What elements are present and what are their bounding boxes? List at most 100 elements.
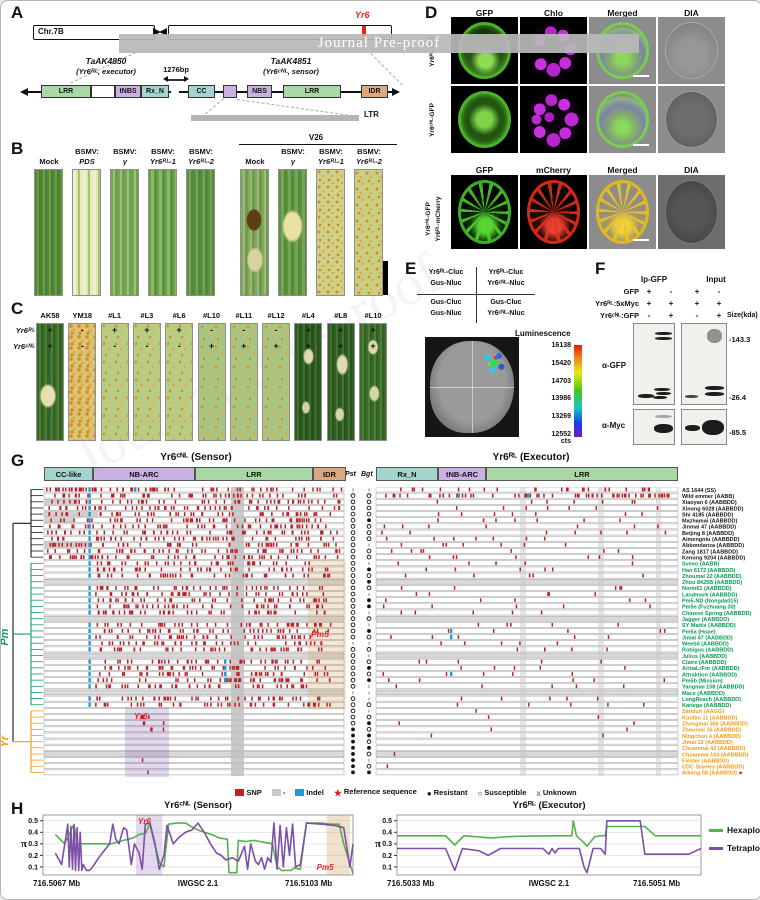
svg-text:ArinaLrFor (AABBDD): ArinaLrFor (AABBDD) [682,666,740,672]
svg-text:x: x [368,696,371,702]
micrograph-col-header: DIA [684,165,699,175]
micrograph-dia [658,17,725,84]
legend-item-star: ★ Reference sequence [334,787,417,798]
intergenic-arrow [166,79,186,81]
micrograph-row-label: Yr6ᶜᴺᴸ-GFP [425,202,432,236]
y-axis-label: π [374,838,382,850]
x-axis-left-label: 716.5067 Mb [33,879,81,888]
svg-text:Fielder (AABBDD): Fielder (AABBDD) [682,758,729,764]
svg-text:Sanduri (AAGG): Sanduri (AAGG) [682,709,724,715]
svg-text:Xinong 6028 (AABBDD): Xinong 6028 (AABBDD) [682,506,744,512]
micro-scalebar [633,144,649,146]
chromosome-name: Chr.7B [38,27,64,36]
leaf-image [186,169,215,296]
svg-text:Claire (AABBDD): Claire (AABBDD) [682,660,726,666]
genotype-rl-sign: + [305,325,312,335]
quadrant-construct-2: Gus-Nluc [430,280,462,287]
svg-text:SY Mattis (AABBDD): SY Mattis (AABBDD) [682,623,736,629]
quadrant-construct-1: Yr6ᴿᴸ-Cluc [428,269,464,276]
coip-sign: - [695,311,699,320]
panel-g-label: G [11,451,25,470]
svg-text:Abbondanza (AABBDD): Abbondanza (AABBDD) [682,543,744,549]
yr6-highlight-label: Yr6 [134,711,148,721]
genotype-rl-sign: - [274,325,278,335]
svg-text:Mace (AABBDD): Mace (AABBDD) [682,691,725,697]
genotype-rl-sign: - [242,325,246,335]
micrograph-col-header: DIA [684,8,699,18]
luminescence-colorbar [574,345,582,437]
leaf-label-line1: BSMV: [113,147,137,156]
protein-band [654,424,673,433]
svg-text:x: x [368,758,371,764]
colorbar-tick-value: 13986 [551,395,571,403]
micrograph-row-label: Yr6ᶜᴺᴸ-GFP [429,103,436,137]
protein-band [653,396,667,399]
leaf-name: #L1 [108,311,122,320]
leaf-label-line1: BSMV: [319,147,343,156]
leaf-name: #L11 [235,311,253,320]
svg-text:x: x [368,610,371,616]
panel-b-scalebar [383,261,388,295]
colorbar-tick-value: 13269 [551,413,571,421]
leaf-image [148,169,177,296]
leaf-image [294,323,323,441]
size-kda-label: Size(kda) [727,312,758,319]
svg-text:0.1: 0.1 [382,864,392,871]
genotype-rl-sign: + [47,325,53,335]
executor-domain-tnbarc: tNB-ARC [438,467,486,481]
svg-text:Pm5b (Mission): Pm5b (Mission) [682,678,723,684]
panel-d-label: D [425,3,438,22]
leaf-image [110,169,139,296]
leaf-image [354,169,383,296]
protein-band [705,392,724,396]
svg-text:Kuofan 11 (AABBDD): Kuofan 11 (AABBDD) [682,715,737,721]
svg-text:Beijing 8 (AABBDD): Beijing 8 (AABBDD) [682,531,734,537]
svg-text:Han 6172 (AABBDD): Han 6172 (AABBDD) [682,568,735,574]
svg-text:x: x [352,690,355,696]
gene2-subtitle: (Yr6ᶜᴺᴸ, sensor) [263,67,319,76]
leaf-image [100,323,129,441]
leaf-name: #L4 [301,311,315,320]
svg-text:Chinese Spring (AABBDD): Chinese Spring (AABBDD) [682,611,752,617]
leaf-label-line2: γ [290,157,296,166]
chromosome-notch-left [153,27,161,36]
quadrant-construct-2: Yr6ᶜᴺᴸ-Nluc [487,280,525,287]
svg-text:0.4: 0.4 [382,830,392,837]
svg-text:Chuanmai 104 (AABBDD): Chuanmai 104 (AABBDD) [682,752,748,758]
leaf-label-line2: Yr6ᴿᴸ-2 [188,157,214,166]
pst-column-header: Pst [345,471,356,478]
leaf-name: #L10 [202,311,221,320]
alignment-matrix: x x AS 1644 (SS)Wild emmer (AABB)Xiaoyan 6… [1,487,752,778]
ltr-label: LTR [364,110,379,119]
gene2-domain-lrr: LRR [283,85,341,98]
svg-text:0.5: 0.5 [28,818,38,825]
gene1-arrowhead [20,87,28,96]
leaf-name: AK58 [40,311,60,320]
protoplast [596,180,649,244]
x-axis-left-label: 716.5033 Mb [387,879,435,888]
svg-text:Svevo (AABB): Svevo (AABB) [682,562,719,568]
legend-item-x: x Unknown [536,788,576,798]
svg-text:x: x [352,487,355,493]
protoplast [527,180,580,244]
quadrant-construct-2: Gus-Nluc [430,310,462,317]
genotype-rl-sign: - [210,325,213,335]
gene1-subtitle: (Yr6ᴿᴸ, executor) [76,67,136,76]
leaf-label-line2: Yr6ᴿᴸ-1 [318,157,344,166]
svg-text:Aikang 58 (AABBDD) ★: Aikang 58 (AABBDD) ★ [682,771,743,777]
leaf-image [165,323,194,441]
genotype-rl-sign: + [370,325,376,335]
leaf-label-line1: Mock [245,157,265,166]
gene1-name: TaAK4850 [85,56,127,66]
micro-scalebar [633,239,649,241]
coip-sign: + [694,287,700,296]
quadrant-divider-h [417,294,535,296]
micrograph-chlo [520,86,587,153]
legend-label: - [282,788,286,797]
blot-box [633,323,675,405]
svg-text:Zhou 8425B (AABBDD): Zhou 8425B (AABBDD) [682,580,742,586]
leaf-image [262,323,291,441]
coip-row-label: Yr6ᶜᴺᴸ:GFP [599,311,639,320]
coip-sign: + [716,299,722,308]
